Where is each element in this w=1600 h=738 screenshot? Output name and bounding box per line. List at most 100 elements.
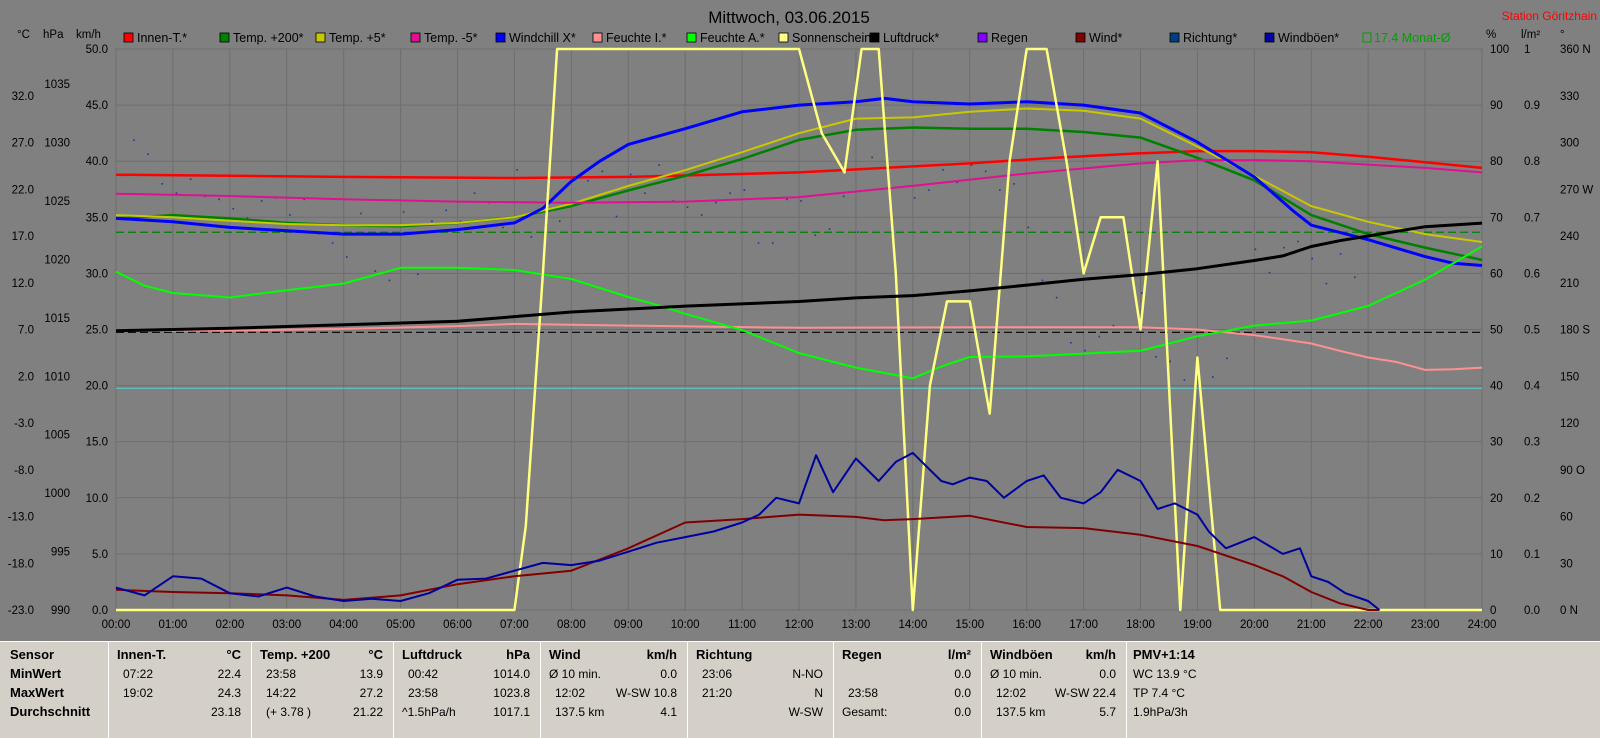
stats-richtung: Richtung 23:06 N-NO 21:20 N W-SW	[687, 642, 831, 738]
pmv-r1: WC 13.9 °C	[1133, 667, 1197, 681]
direction-point	[530, 236, 533, 238]
legend-label: Temp. +5*	[329, 31, 386, 45]
innen-unit: °C	[226, 647, 241, 662]
celsius-tick-label: 7.0	[18, 325, 34, 337]
regen-r2-b: 0.0	[954, 686, 971, 700]
x-tick-label: 05:00	[386, 619, 415, 631]
direction-tick-label: 360 N	[1560, 44, 1591, 56]
temp200-avg-note: (+ 3.78 )	[266, 705, 312, 719]
regen-title: Regen	[842, 647, 882, 662]
stats-panel: Sensor MinWert MaxWert Durchschnitt Inne…	[0, 641, 1600, 738]
direction-point	[1212, 376, 1214, 378]
direction-point	[516, 168, 518, 171]
hpa-tick-label: 1030	[44, 138, 70, 150]
label-sensor: Sensor	[10, 647, 55, 662]
direction-point	[1226, 357, 1228, 360]
x-tick-label: 04:00	[329, 619, 358, 631]
pmv-title: PMV+1:14	[1133, 647, 1195, 662]
direction-point	[331, 242, 334, 244]
celsius-tick-label: 2.0	[18, 371, 34, 383]
direction-point	[828, 228, 831, 230]
direction-tick-label: 180 S	[1560, 325, 1590, 337]
direction-tick-label: 210	[1560, 278, 1579, 290]
legend: Innen-T.* Temp. +200* Temp. +5* Temp. -5* Wi…	[123, 31, 1451, 45]
direction-point	[417, 273, 419, 275]
pct-tick-label: 50	[1490, 325, 1503, 337]
rain-tick-label: 0.8	[1524, 156, 1540, 168]
pmv-r2: TP 7.4 °C	[1133, 686, 1185, 700]
stats-pmv: PMV+1:14 WC 13.9 °C TP 7.4 °C 1.9hPa/3h	[1126, 642, 1600, 738]
x-tick-label: 12:00	[785, 619, 814, 631]
direction-point	[984, 170, 987, 173]
celsius-tick-label: -23.0	[8, 605, 34, 617]
rain-tick-label: 0.0	[1524, 605, 1540, 617]
temp200-min-val: 13.9	[359, 667, 383, 681]
wind-r3-a: 137.5 km	[555, 705, 605, 719]
direction-point	[842, 195, 845, 198]
stats-regen: Regen l/m² 23:58 0.0 Gesamt: 0.0 0.0	[833, 642, 979, 738]
series-line	[115, 245, 1483, 380]
druck-trend: ^1.5hPa/h	[402, 705, 456, 719]
direction-point	[303, 198, 306, 201]
direction-point	[629, 173, 632, 176]
regen-r2-a: 23:58	[848, 686, 879, 700]
station-name: Station Göritzhain	[1502, 9, 1597, 23]
kmh-tick-label: 5.0	[92, 549, 108, 561]
direction-tick-label: 150	[1560, 371, 1579, 383]
direction-point	[1141, 292, 1143, 294]
x-tick-label: 24:00	[1468, 619, 1497, 631]
legend-label: Innen-T.*	[137, 31, 187, 45]
direction-point	[1112, 324, 1115, 327]
druck-max-val: 1023.8	[493, 686, 530, 700]
chart-title: Mittwoch, 03.06.2015	[708, 8, 870, 27]
celsius-tick-label: -3.0	[14, 418, 34, 430]
direction-point	[346, 256, 348, 258]
pmv-r3: 1.9hPa/3h	[1133, 705, 1188, 719]
x-tick-label: 08:00	[557, 619, 586, 631]
regen-r3-b: 0.0	[954, 705, 971, 719]
legend-label: Windchill X*	[509, 31, 576, 45]
direction-point	[189, 178, 192, 180]
kmh-tick-label: 50.0	[86, 44, 108, 56]
direction-point	[445, 209, 447, 212]
weather-chart: Mittwoch, 03.06.2015 Station Göritzhain …	[7, 8, 1597, 631]
temp200-min-time: 23:58	[266, 667, 297, 681]
direction-point	[1254, 248, 1257, 251]
direction-point	[970, 164, 973, 166]
legend-swatch	[977, 32, 988, 43]
celsius-unit: °C	[17, 29, 30, 41]
direction-point	[658, 164, 660, 166]
pct-tick-label: 90	[1490, 100, 1503, 112]
rain-tick-label: 0.1	[1524, 549, 1540, 561]
richtung-r1-b: N-NO	[792, 667, 823, 681]
kmh-tick-label: 15.0	[86, 437, 108, 449]
direction-point	[1268, 271, 1271, 274]
direction-point	[1098, 335, 1101, 338]
direction-point	[601, 170, 604, 173]
temp200-title: Temp. +200	[260, 647, 331, 662]
x-tick-label: 17:00	[1069, 619, 1098, 631]
kmh-tick-label: 25.0	[86, 325, 108, 337]
series-lines	[115, 47, 1483, 612]
x-tick-label: 00:00	[102, 619, 131, 631]
rain-tick-label: 0.9	[1524, 100, 1540, 112]
series-line	[116, 322, 1483, 371]
direction-point	[161, 183, 164, 185]
x-tick-label: 06:00	[443, 619, 472, 631]
series-line	[115, 149, 1483, 180]
label-avg: Durchschnitt	[10, 704, 91, 719]
legend-swatch	[686, 32, 697, 43]
direction-point	[289, 214, 291, 216]
deg-unit: °	[1560, 29, 1565, 41]
rain-tick-label: 0.5	[1524, 325, 1540, 337]
legend-swatch	[315, 32, 326, 43]
direction-point	[743, 189, 746, 191]
druck-max-time: 23:58	[408, 686, 439, 700]
direction-point	[431, 220, 433, 223]
boeen-unit: km/h	[1085, 647, 1116, 662]
legend-label: Regen	[991, 31, 1028, 45]
pct-tick-label: 70	[1490, 212, 1503, 224]
direction-tick-label: 120	[1560, 418, 1579, 430]
richtung-r2-b: N	[814, 686, 823, 700]
direction-point	[814, 234, 817, 237]
